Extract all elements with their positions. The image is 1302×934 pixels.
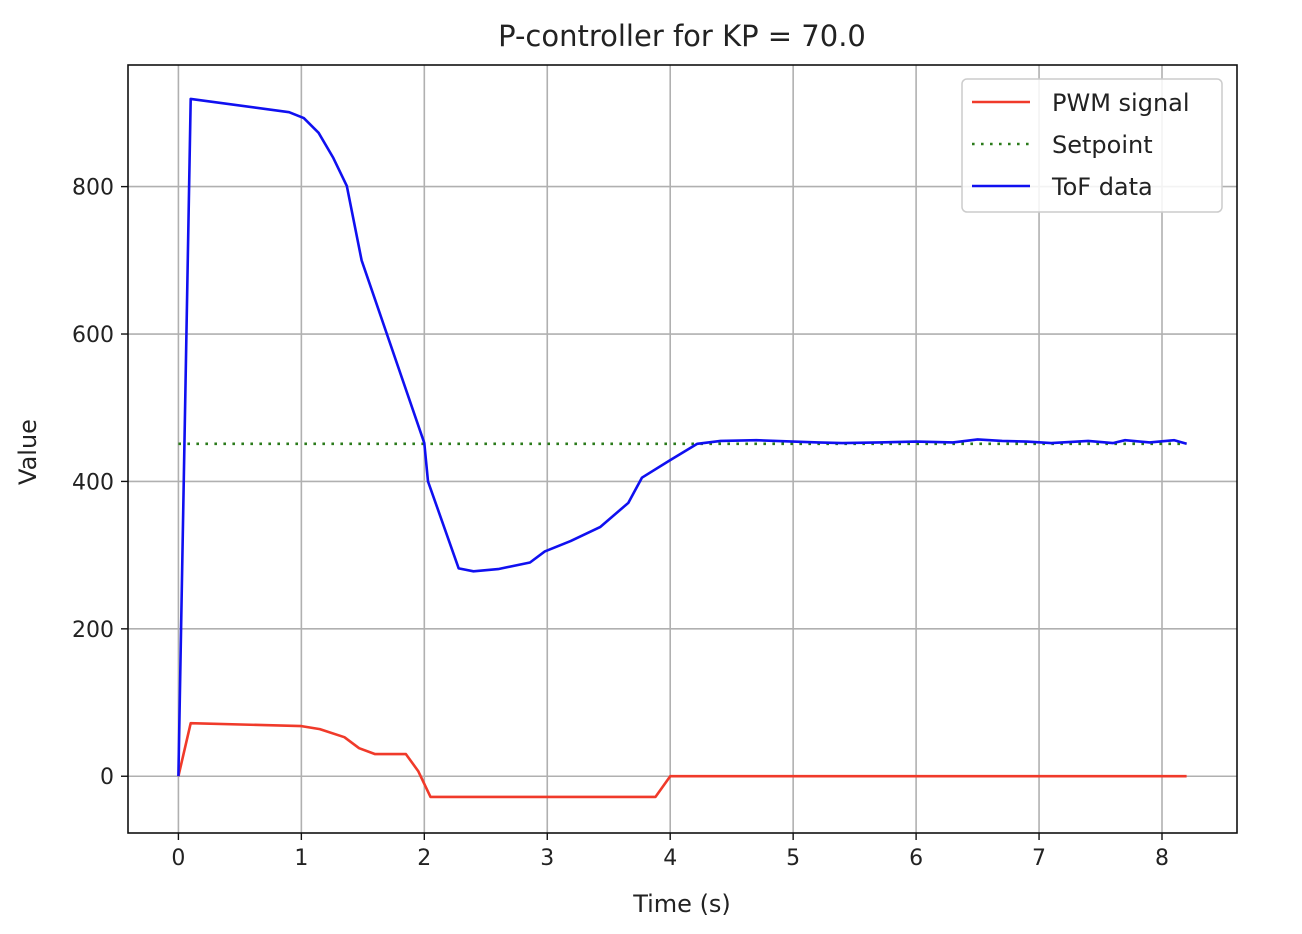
legend-label-setpoint: Setpoint <box>1052 131 1153 159</box>
y-tick-label: 400 <box>72 470 114 495</box>
legend: PWM signal Setpoint ToF data <box>961 78 1223 213</box>
plot-frame <box>127 64 1238 834</box>
series-line-tof-data <box>177 97 1187 777</box>
y-tick-label: 600 <box>72 323 114 348</box>
legend-frame <box>961 78 1223 213</box>
legend-label-tof-data: ToF data <box>1051 173 1153 201</box>
x-tick-label: 6 <box>909 846 923 871</box>
x-tick-label: 7 <box>1032 846 1046 871</box>
x-tick-label: 8 <box>1155 846 1169 871</box>
x-tick-label: 5 <box>786 846 800 871</box>
chart-title: P-controller for KP = 70.0 <box>498 19 866 53</box>
series-line-pwm-signal <box>177 721 1187 799</box>
x-tick-label: 3 <box>540 846 554 871</box>
y-tick-label: 800 <box>72 176 114 201</box>
series-lines <box>177 97 1187 799</box>
y-tick-label: 0 <box>100 765 114 790</box>
legend-label-pwm-signal: PWM signal <box>1052 89 1190 117</box>
x-tick-label: 0 <box>171 846 185 871</box>
y-axis-label: Value <box>14 419 42 485</box>
y-tick-label: 200 <box>72 618 114 643</box>
x-tick-label: 4 <box>663 846 677 871</box>
x-tick-label: 1 <box>294 846 308 871</box>
x-tick-label: 2 <box>417 846 431 871</box>
ticks: 0 1 2 3 4 5 6 7 8 0 200 400 600 800 <box>72 176 1169 871</box>
x-axis-label: Time (s) <box>632 890 731 918</box>
